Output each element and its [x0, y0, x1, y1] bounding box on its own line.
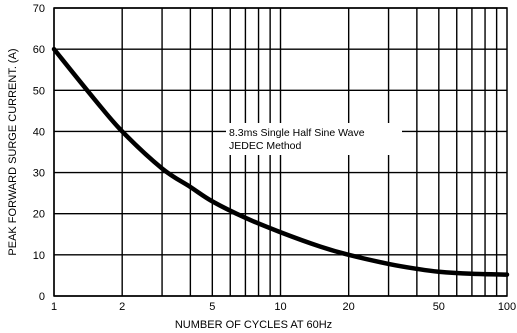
y-tick-label: 40 — [33, 126, 45, 138]
annotation-box: 8.3ms Single Half Sine Wave JEDEC Method — [226, 123, 402, 155]
y-tick-label: 50 — [33, 85, 45, 97]
x-tick-label: 100 — [498, 301, 516, 313]
x-tick-label: 20 — [343, 301, 355, 313]
x-axis-ticks: 1 2 5 10 20 50 100 — [51, 301, 516, 313]
y-tick-label: 0 — [39, 291, 45, 303]
y-tick-label: 70 — [33, 3, 45, 15]
x-tick-label: 50 — [433, 301, 445, 313]
x-tick-label: 1 — [51, 301, 57, 313]
y-axis-title: PEAK FORWARD SURGE CURRENT. (A) — [7, 48, 19, 255]
y-tick-label: 60 — [33, 44, 45, 56]
surge-current-curve — [51, 46, 510, 277]
x-tick-label: 10 — [274, 301, 286, 313]
x-axis-title: NUMBER OF CYCLES AT 60Hz — [175, 319, 332, 331]
annotation-background — [226, 123, 402, 155]
y-axis-ticks: 0 10 20 30 40 50 60 70 — [33, 3, 45, 303]
series-layer — [51, 46, 510, 277]
y-tick-label: 30 — [33, 168, 45, 180]
y-tick-label: 20 — [33, 209, 45, 221]
x-tick-label: 2 — [119, 301, 125, 313]
annotation-line-2: JEDEC Method — [229, 140, 302, 152]
annotation-line-1: 8.3ms Single Half Sine Wave — [229, 127, 365, 139]
x-tick-label: 5 — [209, 301, 215, 313]
plot-frame — [53, 7, 508, 297]
y-tick-label: 10 — [33, 250, 45, 262]
